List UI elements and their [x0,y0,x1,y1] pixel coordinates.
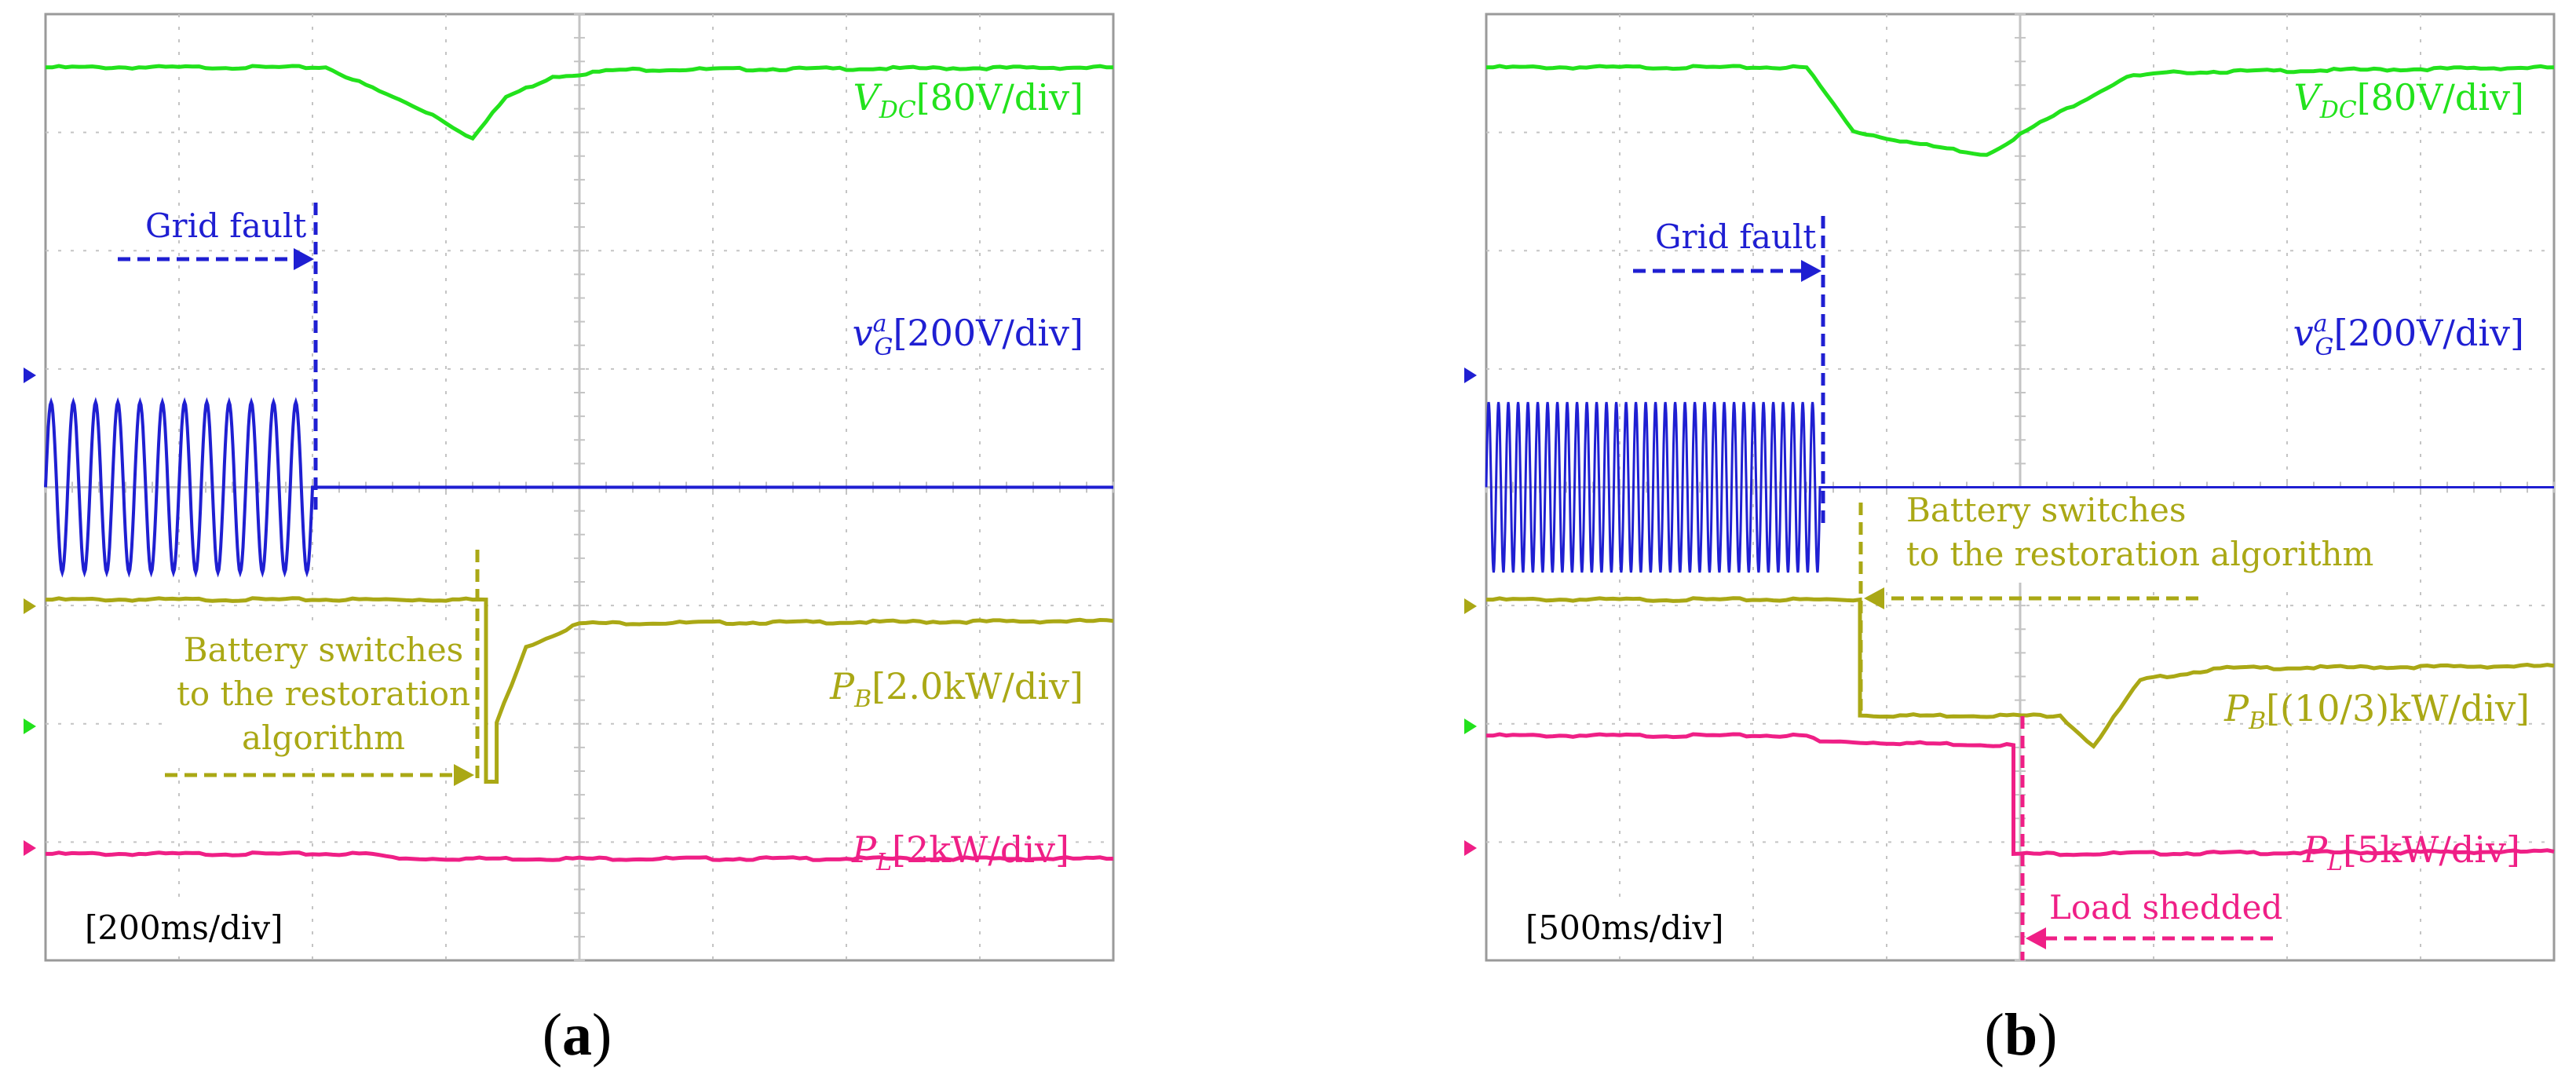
trace-vg-a [44,397,1113,578]
label-vg-b: va G[200V/div] [2293,310,2524,361]
time-div-bg-b [1515,899,1751,954]
label-vdc-a: VDC[80V/div] [853,76,1083,124]
trace-pb-a [46,596,1114,784]
panel-label-a: (a) [543,1002,612,1068]
time-div-bg-a [75,899,310,954]
marker-vg-b [1464,367,1477,383]
panel-b: VDC[80V/div] va G[200V/div] PB[(10/3)kW/d… [1464,13,2556,1068]
trace-pl-b [1486,732,2555,857]
battery-label-bg-b [1900,488,2371,583]
battery-label-b-line1: Battery switches [1906,491,2186,529]
label-vg-a: va G[200V/div] [853,310,1083,361]
time-div-b: [500ms/div] [1526,909,1724,947]
load-shed-arrowhead-b [2026,927,2046,949]
battery-label-a-line3: algorithm [242,719,405,757]
grid-fault-arrowhead-a [294,248,314,270]
marker-vg-a [24,367,36,383]
grid-fault-arrowhead-b [1801,260,1821,282]
battery-label-bg-a [165,628,471,762]
trace-pb-b [1486,596,2555,749]
battery-label-b-line2: to the restoration algorithm [1906,535,2373,573]
marker-vdc-a [24,719,36,734]
time-div-a: [200ms/div] [85,909,283,947]
marker-pb-b [1464,598,1477,614]
grid-fault-label-b: Grid fault [1655,218,1816,256]
marker-pb-a [24,598,36,614]
panel-label-b: (b) [1985,1002,2058,1068]
battery-arrowhead-a [454,764,474,786]
load-shed-label-b: Load shedded [2049,888,2282,927]
marker-vdc-b [1464,719,1477,734]
label-pb-a: PB[2.0kW/div] [829,665,1083,713]
label-pl-b: PL[5kW/div] [2302,828,2520,876]
trace-vdc-a [46,64,1113,141]
label-pl-a: PL[2kW/div] [851,828,1069,876]
marker-pl-a [24,840,36,856]
battery-arrowhead-b [1864,587,1884,609]
label-pb-b: PB[(10/3)kW/div] [2223,687,2530,735]
battery-label-a-line1: Battery switches [184,631,463,669]
label-vdc-b: VDC[80V/div] [2293,76,2524,124]
panel-a: VDC[80V/div] va G[200V/div] PB[2.0kW/div]… [24,13,1115,1068]
trace-vg-b [1485,401,2554,573]
trace-vdc-b [1486,64,2555,157]
grid-fault-label-a: Grid fault [145,207,306,245]
trace-pl-a [46,850,1114,862]
marker-pl-b [1464,840,1477,856]
battery-label-a-line2: to the restoration [177,675,470,713]
